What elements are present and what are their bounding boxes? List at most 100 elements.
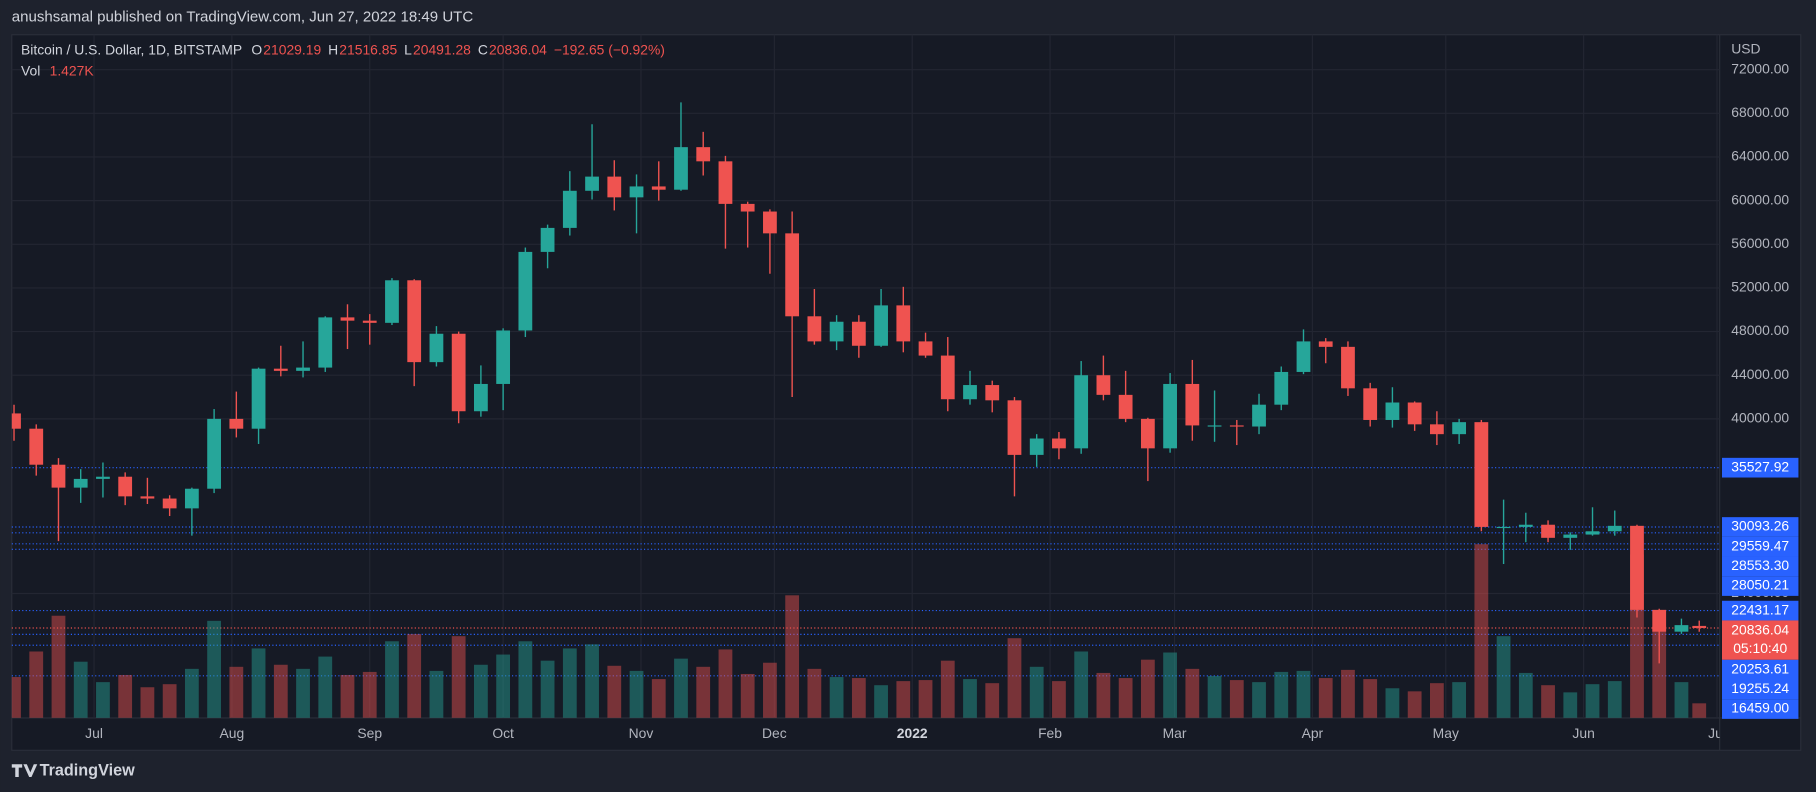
- y-tick-label: 68000.00: [1731, 104, 1789, 120]
- x-tick-label: Sep: [357, 725, 382, 741]
- x-tick-label: Apr: [1302, 725, 1324, 741]
- candle-body: [874, 305, 888, 346]
- candle-body: [29, 428, 44, 465]
- volume-bar: [385, 641, 399, 718]
- legend-item: 20491.28: [413, 42, 471, 58]
- candle-body: [1652, 609, 1667, 632]
- volume-pane: [11, 544, 1707, 718]
- legend-item: Bitcoin / U.S. Dollar, 1D, BITSTAMP: [21, 42, 242, 58]
- candle-body: [1185, 383, 1200, 426]
- candle-body: [474, 383, 488, 412]
- price-label-box: [1722, 556, 1799, 577]
- candle-body: [1207, 425, 1222, 427]
- volume-bar: [1207, 676, 1222, 718]
- candle-body: [1607, 525, 1622, 532]
- footer-logo: TradingView: [11, 761, 135, 779]
- price-label-box: [1722, 659, 1799, 680]
- candle-body: [1296, 341, 1311, 372]
- candle-body: [229, 418, 244, 429]
- candle-body: [1563, 534, 1578, 538]
- volume-bar: [785, 595, 800, 718]
- candle-body: [318, 317, 333, 368]
- volume-bar: [1252, 682, 1266, 718]
- x-tick-label: Mar: [1163, 725, 1187, 741]
- price-level-label: 28553.30: [1731, 557, 1789, 573]
- candle-body: [207, 418, 221, 489]
- volume-bar: [918, 680, 933, 718]
- candle-body: [407, 280, 422, 363]
- candle-body: [1318, 341, 1333, 347]
- volume-bar: [1140, 659, 1155, 718]
- volume-bar: [718, 649, 733, 718]
- volume-bar: [874, 685, 888, 718]
- volume-bar: [940, 660, 955, 718]
- candle-body: [296, 367, 310, 371]
- candle-body: [763, 211, 777, 234]
- x-tick-label: Nov: [629, 725, 654, 741]
- volume-bar: [985, 683, 1000, 718]
- volume-bar: [1607, 681, 1622, 718]
- volume-bar: [651, 679, 666, 718]
- candle-body: [73, 478, 88, 488]
- price-label-box: [1722, 517, 1799, 537]
- volume-bar: [340, 674, 355, 718]
- candle-body: [696, 147, 711, 162]
- candle-body: [1429, 424, 1444, 435]
- candle-body: [1407, 402, 1422, 425]
- price-label-box: [1722, 536, 1799, 557]
- volume-bar: [585, 644, 599, 718]
- candle-body: [1341, 346, 1355, 389]
- volume-bar: [496, 654, 511, 718]
- volume-bar: [474, 664, 488, 718]
- candle-body: [1274, 371, 1289, 405]
- volume-bar: [1541, 685, 1555, 718]
- candle-body: [1452, 422, 1467, 435]
- y-tick-label: 56000.00: [1731, 235, 1789, 251]
- candle-body: [1118, 394, 1133, 419]
- volume-bar: [11, 677, 21, 718]
- x-tick-label: 2022: [897, 725, 928, 741]
- volume-bar: [1692, 703, 1707, 718]
- volume-bar: [118, 674, 133, 718]
- header-text: anushsamal published on TradingView.com,…: [12, 8, 474, 25]
- legend-item: C: [478, 42, 488, 58]
- candle-body: [718, 161, 733, 204]
- candle-body: [1229, 425, 1244, 427]
- volume-bar: [607, 665, 622, 718]
- candles: [11, 102, 1707, 664]
- volume-bar: [851, 678, 866, 718]
- price-label-box: [1722, 699, 1799, 719]
- price-label-box: [1722, 600, 1799, 621]
- candle-body: [1692, 625, 1707, 629]
- candle-body: [273, 368, 288, 371]
- candle-body: [1140, 418, 1155, 449]
- volume-bar: [1385, 688, 1400, 718]
- candle-body: [184, 488, 199, 509]
- volume-bar: [184, 668, 199, 718]
- axes: 72000.00 68000.00 64000.00 60000.00 56000.00…: [85, 60, 1789, 740]
- candle-body: [1496, 526, 1511, 529]
- volume-bar: [562, 648, 577, 718]
- candle-body: [963, 385, 977, 400]
- logo-icon: [11, 764, 38, 777]
- x-tick-label: Dec: [762, 725, 787, 741]
- volume-bar: [763, 662, 777, 718]
- candle-body: [1007, 400, 1022, 455]
- candle-body: [1541, 524, 1555, 538]
- volume-bar: [273, 664, 288, 718]
- candle-body: [140, 496, 155, 499]
- volume-bar: [1518, 672, 1533, 718]
- volume-bar: [1429, 683, 1444, 718]
- candle-body: [1096, 375, 1111, 395]
- volume-bar: [140, 687, 155, 718]
- volume-bar: [674, 658, 688, 718]
- candle-body: [385, 280, 399, 323]
- volume-bar: [1341, 669, 1355, 718]
- candle-body: [985, 385, 1000, 401]
- candle-body: [362, 320, 377, 323]
- volume-bar: [207, 620, 221, 718]
- volume-bar: [296, 668, 310, 718]
- volume-bar: [73, 661, 88, 718]
- volume-bar: [1496, 636, 1511, 718]
- volume-bar: [1674, 682, 1689, 718]
